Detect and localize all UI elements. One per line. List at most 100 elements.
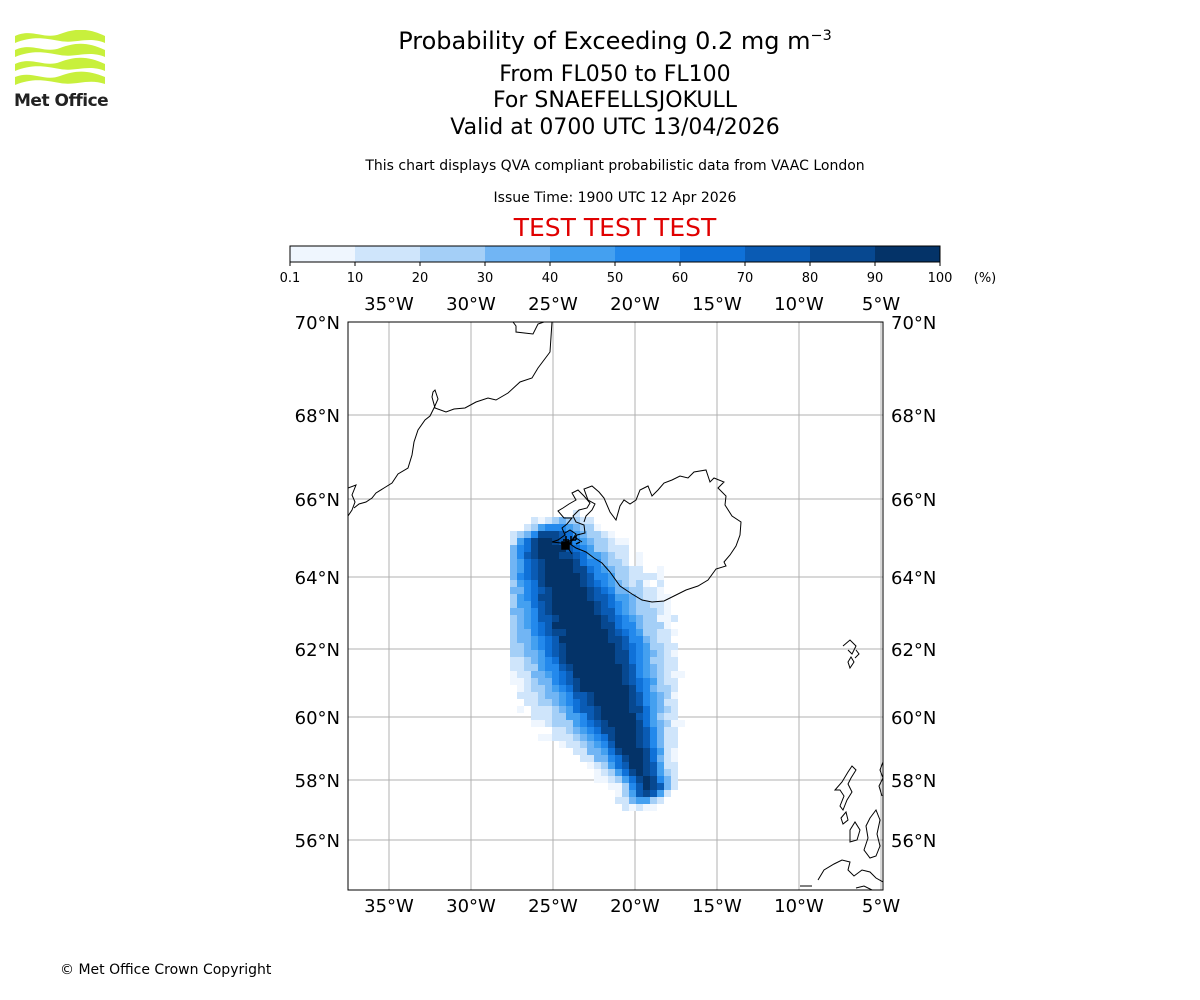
plume-cell: [650, 643, 657, 650]
plume-cell: [629, 664, 636, 671]
plume-cell: [566, 699, 573, 706]
plume-cell: [552, 552, 559, 559]
plume-cell: [531, 678, 538, 685]
plume-cell: [629, 748, 636, 755]
plume-cell: [671, 692, 678, 699]
plume-cell: [657, 685, 664, 692]
plume-cell: [573, 538, 580, 545]
chart-title: Probability of Exceeding 0.2 mg m−3: [0, 27, 1200, 55]
plume-cell: [538, 601, 545, 608]
latitude-label: 68°N: [295, 406, 340, 427]
plume-cell: [650, 601, 657, 608]
plume-cell: [601, 720, 608, 727]
longitude-labels-top: 35°W 30°W 25°W 20°W 15°W 10°W 5°W: [364, 294, 900, 315]
colorbar-tick-label: 10: [347, 271, 364, 286]
plume-cell: [601, 657, 608, 664]
plume-cell: [531, 706, 538, 713]
plume-cell: [573, 587, 580, 594]
plume-cell: [671, 664, 678, 671]
plume-cell: [622, 727, 629, 734]
plume-cell: [629, 741, 636, 748]
plume-cell: [657, 706, 664, 713]
plume-cell: [643, 671, 650, 678]
plume-cell: [608, 531, 615, 538]
plume-cell: [636, 776, 643, 783]
plume-cell: [545, 545, 552, 552]
longitude-label: 20°W: [610, 896, 660, 917]
plume-cell: [545, 552, 552, 559]
plume-cell: [552, 699, 559, 706]
plume-cell: [636, 615, 643, 622]
plume-cell: [510, 545, 517, 552]
plume-cell: [545, 573, 552, 580]
longitude-label: 35°W: [364, 294, 414, 315]
plume-cell: [629, 566, 636, 573]
latitude-label: 70°N: [891, 313, 936, 334]
plume-cell: [573, 629, 580, 636]
plume-cell: [608, 671, 615, 678]
longitude-label: 30°W: [446, 294, 496, 315]
plume-cell: [622, 671, 629, 678]
plume-cell: [573, 601, 580, 608]
plume-cell: [650, 615, 657, 622]
plume-cell: [601, 566, 608, 573]
plume-cell: [629, 720, 636, 727]
plume-cell: [601, 671, 608, 678]
plume-cell: [629, 636, 636, 643]
plume-cell: [636, 692, 643, 699]
plume-cell: [615, 741, 622, 748]
plume-cell: [545, 524, 552, 531]
scotland-coastline: [800, 761, 883, 890]
plume-cell: [559, 685, 566, 692]
plume-cell: [629, 643, 636, 650]
colorbar-unit: (%): [974, 271, 997, 286]
plume-cell: [664, 643, 671, 650]
plume-cell: [573, 699, 580, 706]
plume-cell: [524, 594, 531, 601]
ash-probability-plume: [510, 510, 685, 811]
faroe-islands-coastline: [842, 639, 860, 670]
plume-cell: [636, 643, 643, 650]
plume-cell: [538, 538, 545, 545]
plume-cell: [657, 720, 664, 727]
plume-cell: [552, 678, 559, 685]
plume-cell: [587, 524, 594, 531]
plume-cell: [587, 692, 594, 699]
plume-cell: [510, 601, 517, 608]
plume-cell: [545, 587, 552, 594]
plume-cell: [566, 587, 573, 594]
plume-cell: [629, 678, 636, 685]
plume-cell: [594, 755, 601, 762]
plume-cell: [615, 734, 622, 741]
plume-cell: [545, 734, 552, 741]
chart-description: This chart displays QVA compliant probab…: [365, 158, 865, 174]
plume-cell: [671, 769, 678, 776]
colorbar-tick-label: 100: [928, 271, 953, 286]
plume-cell: [643, 685, 650, 692]
plume-cell: [559, 692, 566, 699]
longitude-label: 5°W: [862, 896, 900, 917]
plume-cell: [531, 580, 538, 587]
plume-cell: [531, 629, 538, 636]
plume-cell: [664, 608, 671, 615]
latitude-label: 66°N: [295, 490, 340, 511]
plume-cell: [587, 538, 594, 545]
plume-cell: [636, 559, 643, 566]
plume-cell: [580, 706, 587, 713]
colorbar-segment: [875, 246, 940, 262]
plume-cell: [622, 692, 629, 699]
plume-cell: [601, 622, 608, 629]
plume-cell: [636, 636, 643, 643]
plume-cell: [559, 727, 566, 734]
valid-time: Valid at 0700 UTC 13/04/2026: [450, 115, 780, 140]
plume-cell: [552, 573, 559, 580]
plume-cell: [573, 650, 580, 657]
plume-cell: [587, 643, 594, 650]
plume-cell: [566, 629, 573, 636]
plume-cell: [636, 755, 643, 762]
plume-cell: [552, 650, 559, 657]
plume-cell: [650, 741, 657, 748]
plume-cell: [643, 699, 650, 706]
plume-cell: [524, 699, 531, 706]
plume-cell: [510, 594, 517, 601]
